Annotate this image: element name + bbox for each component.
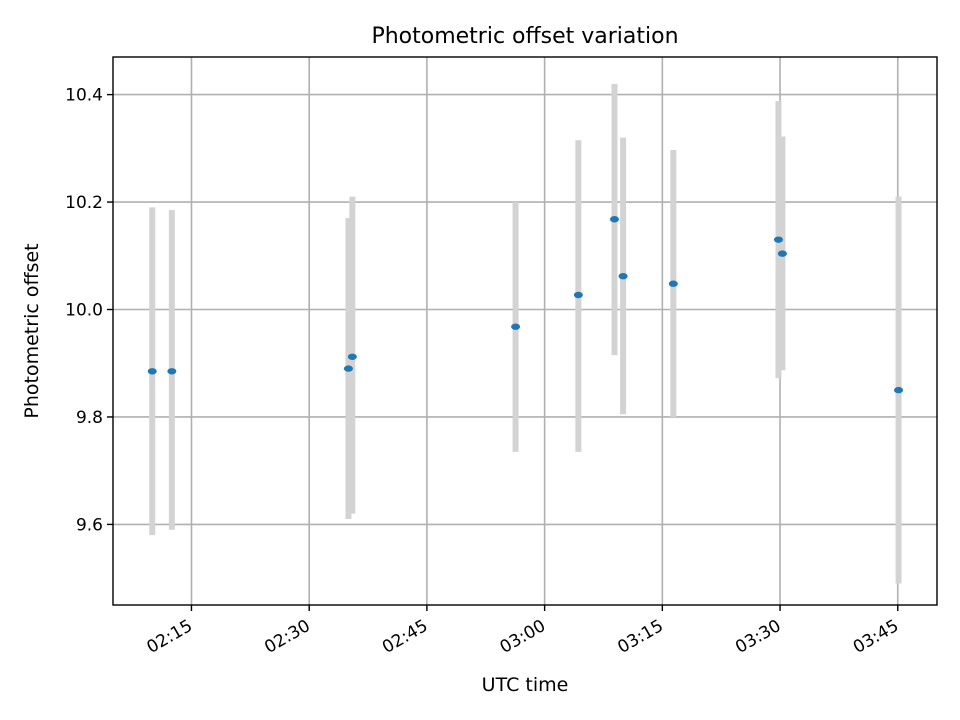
x-tick-label: 03:30 bbox=[732, 616, 784, 658]
data-points bbox=[147, 216, 904, 394]
data-point bbox=[618, 273, 628, 280]
y-tick-label: 9.8 bbox=[76, 408, 103, 428]
x-tick-label: 02:30 bbox=[261, 616, 313, 658]
data-point bbox=[894, 386, 904, 394]
data-point bbox=[511, 323, 521, 330]
x-tick-label: 02:15 bbox=[144, 616, 196, 658]
grid bbox=[113, 57, 937, 605]
y-axis-ticks: 9.6 9.8 10.0 10.2 10.4 bbox=[65, 86, 113, 535]
data-point bbox=[343, 365, 353, 372]
x-axis-ticks: 02:15 02:30 02:45 03:00 03:15 03:30 03:45 bbox=[144, 605, 902, 658]
data-point bbox=[773, 236, 783, 243]
y-tick-label: 10.0 bbox=[65, 301, 103, 321]
data-point bbox=[609, 216, 619, 223]
error-bars bbox=[149, 83, 902, 584]
y-tick-label: 10.4 bbox=[65, 86, 103, 106]
data-point bbox=[777, 250, 787, 257]
x-tick-label: 02:45 bbox=[379, 616, 431, 658]
data-point bbox=[573, 291, 583, 299]
y-tick-label: 10.2 bbox=[65, 193, 103, 213]
data-point bbox=[347, 353, 357, 360]
data-point bbox=[147, 368, 157, 375]
chart-title: Photometric offset variation bbox=[371, 24, 678, 49]
data-point bbox=[167, 368, 177, 375]
plot-frame bbox=[112, 56, 938, 606]
x-tick-label: 03:00 bbox=[497, 616, 549, 658]
data-point bbox=[668, 280, 678, 287]
x-axis-label: UTC time bbox=[482, 674, 569, 696]
x-tick-label: 03:45 bbox=[850, 616, 902, 658]
y-tick-label: 9.6 bbox=[76, 515, 103, 535]
y-axis-label: Photometric offset bbox=[21, 243, 43, 418]
x-tick-label: 03:15 bbox=[614, 616, 666, 658]
